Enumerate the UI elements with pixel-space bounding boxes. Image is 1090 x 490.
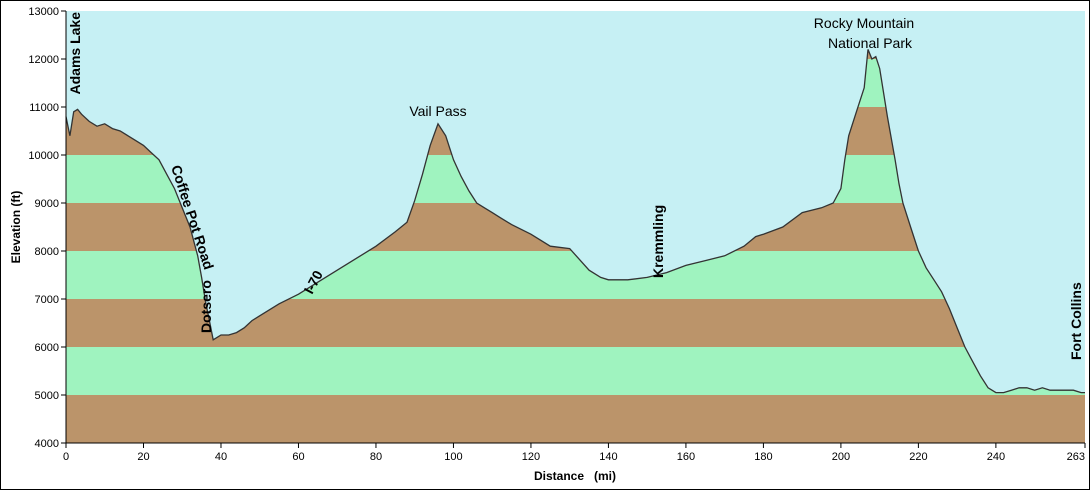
x-tick-label: 120 (522, 451, 540, 463)
axis-ticks: 0 20 40 60 80 100 120 140 160 180 200 220 240 263 4000… (28, 6, 1086, 463)
y-tick-label: 10000 (28, 150, 59, 162)
elevation-band (66, 395, 1085, 443)
x-tick-label: 220 (909, 451, 927, 463)
x-tick-label: 240 (987, 451, 1005, 463)
annotation-rocky-mountain-line2: National Park (828, 35, 913, 51)
annotation-vail-pass: Vail Pass (409, 103, 466, 119)
annotation-kremmling: Kremmling (650, 205, 666, 278)
x-tick-label: 180 (754, 451, 772, 463)
y-tick-label: 5000 (35, 390, 59, 402)
y-tick-label: 7000 (35, 294, 59, 306)
y-tick-label: 13000 (28, 6, 59, 18)
x-tick-label: 263 (1067, 451, 1085, 463)
x-tick-label: 40 (215, 451, 227, 463)
x-tick-label: 140 (599, 451, 617, 463)
y-tick-label: 11000 (29, 102, 59, 114)
x-tick-label: 20 (137, 451, 149, 463)
x-tick-label: 200 (832, 451, 850, 463)
annotation-rocky-mountain-line1: Rocky Mountain (814, 15, 914, 31)
elevation-profile-line (65, 49, 1085, 394)
annotation-dotsero: Dotsero (198, 280, 214, 333)
y-tick-label: 6000 (35, 342, 59, 354)
y-axis-title: Elevation (ft) (9, 191, 23, 264)
annotation-fort-collins: Fort Collins (1068, 282, 1084, 360)
elevation-band (66, 347, 1085, 395)
x-tick-label: 60 (292, 451, 304, 463)
y-tick-label: 12000 (28, 54, 59, 66)
annotation-adams-lake: Adams Lake (67, 12, 83, 95)
x-tick-label: 160 (677, 451, 695, 463)
x-axis-title: Distance (mi) (534, 469, 616, 483)
y-tick-label: 9000 (35, 198, 59, 210)
x-tick-label: 100 (444, 451, 462, 463)
x-tick-label: 0 (63, 451, 69, 463)
x-tick-label: 80 (370, 451, 382, 463)
y-tick-label: 8000 (35, 246, 59, 258)
y-tick-label: 4000 (35, 438, 59, 450)
